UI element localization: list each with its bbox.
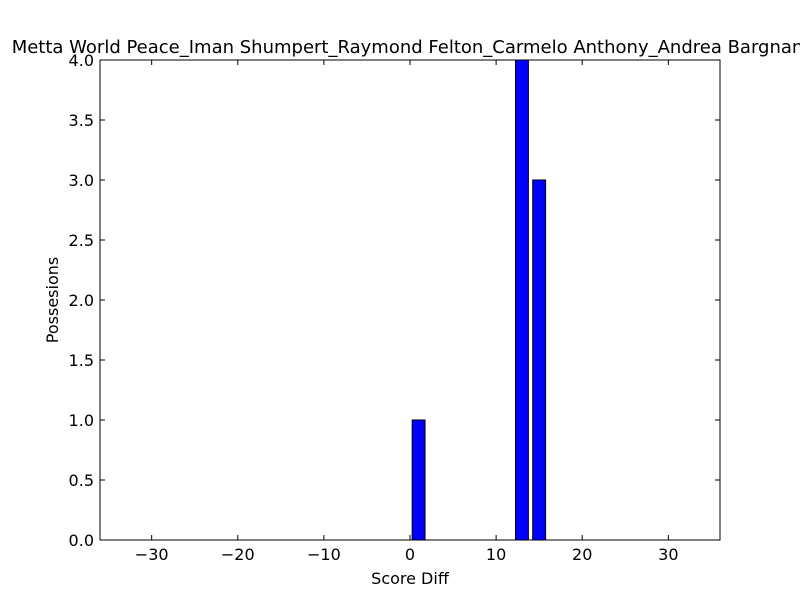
y-tick-label: 1.0 bbox=[69, 411, 94, 430]
bar bbox=[514, 59, 529, 541]
y-tick-label: 4.0 bbox=[69, 51, 94, 70]
ticks-group: −30 −20 −10 0 10 20 30 0.0 0.5 1.0 1.5 2.0 2.5 3.0 3.5… bbox=[69, 51, 720, 564]
x-tick-label: 10 bbox=[486, 545, 506, 564]
y-tick-label: 2.0 bbox=[69, 291, 94, 310]
x-tick-label: 30 bbox=[658, 545, 678, 564]
y-tick-label: 1.5 bbox=[69, 351, 94, 370]
x-tick-label: −10 bbox=[307, 545, 341, 564]
y-tick-label: 3.0 bbox=[69, 171, 94, 190]
x-tick-label: 0 bbox=[405, 545, 415, 564]
x-tick-label: 20 bbox=[572, 545, 592, 564]
x-tick-label: −20 bbox=[221, 545, 255, 564]
x-axis-label: Score Diff bbox=[371, 569, 450, 588]
chart-title: Metta World Peace_Iman Shumpert_Raymond … bbox=[12, 37, 800, 58]
y-tick-label: 0.0 bbox=[69, 531, 94, 550]
y-tick-label: 0.5 bbox=[69, 471, 94, 490]
bar bbox=[532, 179, 547, 541]
y-tick-label: 2.5 bbox=[69, 231, 94, 250]
bars-group bbox=[411, 59, 547, 541]
x-tick-label: −30 bbox=[135, 545, 169, 564]
bar bbox=[411, 419, 426, 541]
y-axis-label: Possesions bbox=[43, 257, 62, 343]
y-tick-label: 3.5 bbox=[69, 111, 94, 130]
plot-frame bbox=[99, 59, 721, 541]
